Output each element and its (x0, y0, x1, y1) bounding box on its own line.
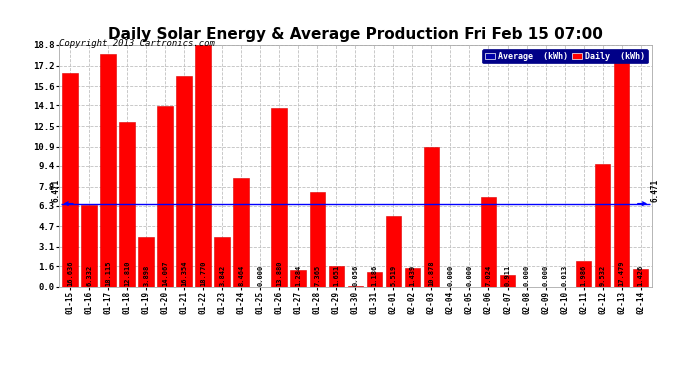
Bar (328, 266, 344, 287)
Bar (575, 261, 591, 287)
Bar (138, 237, 154, 287)
Bar (177, 76, 192, 287)
Bar (348, 286, 363, 287)
Bar (404, 268, 420, 287)
Text: 0.000: 0.000 (542, 265, 549, 286)
Text: 14.067: 14.067 (162, 260, 168, 286)
Bar (100, 54, 116, 287)
Text: 1.186: 1.186 (371, 265, 377, 286)
Text: 1.284: 1.284 (295, 265, 302, 286)
Text: 0.000: 0.000 (466, 265, 473, 286)
Text: 0.000: 0.000 (447, 265, 453, 286)
Text: 1.426: 1.426 (638, 265, 644, 286)
Text: 0.056: 0.056 (353, 265, 358, 286)
Text: 18.770: 18.770 (200, 260, 206, 286)
Bar (310, 192, 325, 287)
Bar (81, 206, 97, 287)
Bar (290, 270, 306, 287)
Text: 0.000: 0.000 (257, 265, 264, 286)
Bar (386, 216, 401, 287)
Text: 12.810: 12.810 (124, 260, 130, 286)
Text: 1.651: 1.651 (333, 265, 339, 286)
Bar (595, 164, 611, 287)
Text: 18.115: 18.115 (105, 260, 111, 286)
Text: 16.354: 16.354 (181, 260, 187, 286)
Bar (271, 108, 287, 287)
Text: 1.439: 1.439 (409, 265, 415, 286)
Text: 10.878: 10.878 (428, 260, 435, 286)
Text: 3.842: 3.842 (219, 265, 225, 286)
Bar (500, 275, 515, 287)
Text: 0.000: 0.000 (524, 265, 529, 286)
Bar (614, 62, 629, 287)
Text: 17.479: 17.479 (619, 260, 624, 286)
Text: 3.898: 3.898 (143, 265, 149, 286)
Bar (233, 178, 249, 287)
Bar (157, 106, 173, 287)
Text: 7.024: 7.024 (486, 265, 491, 286)
Text: 8.464: 8.464 (238, 265, 244, 286)
Bar (215, 237, 230, 287)
Title: Daily Solar Energy & Average Production Fri Feb 15 07:00: Daily Solar Energy & Average Production … (108, 27, 603, 42)
Bar (119, 122, 135, 287)
Text: Copyright 2013 Cartronics.com: Copyright 2013 Cartronics.com (59, 39, 215, 48)
Text: 13.880: 13.880 (276, 260, 282, 286)
Text: 6.471: 6.471 (651, 179, 660, 203)
Text: 6.471: 6.471 (51, 179, 60, 203)
Text: 7.365: 7.365 (315, 265, 320, 286)
Bar (195, 45, 211, 287)
Text: 6.332: 6.332 (86, 265, 92, 286)
Bar (633, 268, 649, 287)
Bar (62, 73, 78, 287)
Text: 0.013: 0.013 (562, 265, 568, 286)
Bar (424, 147, 440, 287)
Text: 16.636: 16.636 (67, 260, 73, 286)
Text: 0.911: 0.911 (504, 265, 511, 286)
Text: 1.986: 1.986 (580, 265, 586, 286)
Bar (366, 272, 382, 287)
Text: 9.532: 9.532 (600, 265, 606, 286)
Text: 5.519: 5.519 (391, 265, 396, 286)
Bar (481, 196, 496, 287)
Legend: Average  (kWh), Daily  (kWh): Average (kWh), Daily (kWh) (482, 49, 648, 63)
